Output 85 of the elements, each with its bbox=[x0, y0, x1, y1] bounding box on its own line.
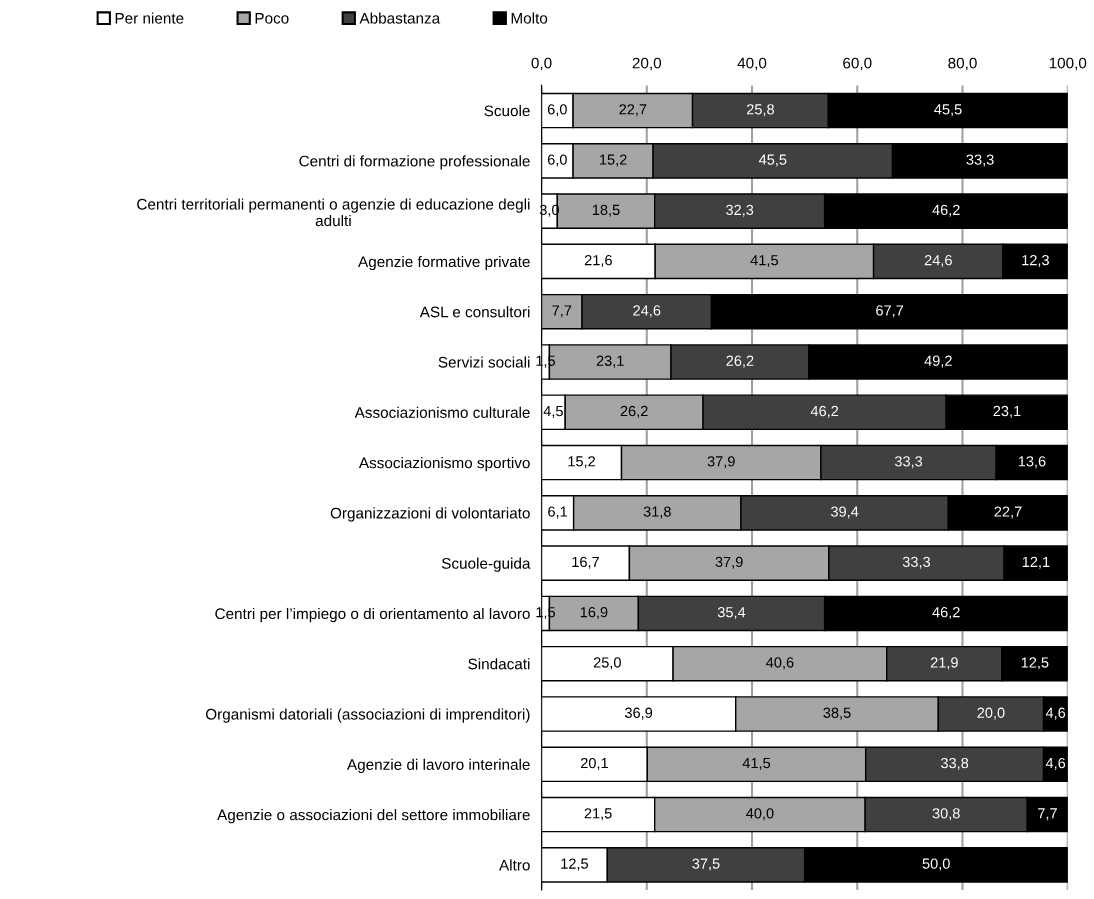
data-label: 20,1 bbox=[580, 757, 608, 770]
data-label: 23,1 bbox=[596, 355, 624, 368]
y-tick-label: Organismi datoriali (associazioni di imprenditori) bbox=[205, 708, 530, 723]
data-label: 6,1 bbox=[548, 506, 568, 519]
data-label: 22,7 bbox=[994, 506, 1022, 519]
data-label: 4,6 bbox=[1045, 707, 1066, 720]
data-label: 33,3 bbox=[902, 556, 931, 569]
data-label: 18,5 bbox=[592, 204, 620, 217]
y-tick-label: Associazionismo sportivo bbox=[358, 457, 530, 472]
data-label: 13,6 bbox=[1018, 456, 1046, 469]
data-label: 20,0 bbox=[977, 707, 1005, 720]
legend-label: Poco bbox=[255, 13, 289, 24]
data-label: 12,5 bbox=[561, 858, 588, 871]
data-label: 7,7 bbox=[552, 305, 572, 318]
x-tick-label: 20,0 bbox=[632, 57, 662, 71]
data-label: 33,3 bbox=[966, 154, 994, 167]
data-label: 24,6 bbox=[633, 305, 661, 318]
data-label: 49,2 bbox=[924, 355, 952, 368]
data-label: 16,7 bbox=[572, 556, 599, 569]
data-label: 12,5 bbox=[1021, 657, 1049, 670]
data-label: 15,2 bbox=[568, 456, 595, 469]
data-label: 4,5 bbox=[543, 406, 563, 418]
data-label: 23,1 bbox=[993, 405, 1021, 418]
x-tick-label: 60,0 bbox=[843, 57, 872, 71]
y-tick-label: Associazionismo culturale bbox=[354, 406, 530, 418]
data-label: 22,7 bbox=[619, 104, 647, 117]
data-label: 12,3 bbox=[1022, 255, 1049, 268]
x-tick-label: 100,0 bbox=[1049, 57, 1087, 71]
data-label: 38,5 bbox=[823, 707, 851, 720]
data-label: 37,5 bbox=[692, 858, 720, 871]
data-label: 12,1 bbox=[1022, 556, 1050, 569]
data-label: 6,0 bbox=[547, 154, 567, 167]
data-label: 26,2 bbox=[620, 405, 648, 418]
data-label: 21,9 bbox=[930, 657, 958, 670]
x-tick-label: 80,0 bbox=[948, 57, 977, 71]
data-label: 26,2 bbox=[726, 355, 754, 368]
data-label: 40,0 bbox=[746, 808, 774, 821]
y-tick-label: Scuole bbox=[484, 105, 530, 117]
data-label: 41,5 bbox=[742, 758, 771, 770]
data-label: 37,9 bbox=[707, 456, 735, 469]
data-label: 35,4 bbox=[717, 607, 746, 620]
data-label: 7,7 bbox=[1038, 808, 1057, 821]
data-label: 46,2 bbox=[932, 204, 960, 217]
data-label: 21,5 bbox=[584, 808, 612, 821]
data-label: 45,5 bbox=[934, 104, 962, 117]
legend-label: Per niente bbox=[115, 12, 184, 24]
data-label: 4,6 bbox=[1045, 757, 1066, 770]
data-label: 40,6 bbox=[766, 657, 794, 670]
data-label: 31,8 bbox=[643, 506, 671, 519]
data-label: 46,2 bbox=[932, 607, 960, 620]
legend-label: Abbastanza bbox=[359, 12, 441, 24]
data-label: 30,8 bbox=[932, 808, 960, 821]
y-tick-label: Scuole-guida bbox=[441, 557, 531, 572]
y-tick-label: Sindacati bbox=[468, 658, 530, 670]
data-label: 25,0 bbox=[593, 657, 621, 670]
y-tick-label: Agenzie di lavoro interinale bbox=[347, 758, 530, 773]
y-tick-label: Altro bbox=[499, 859, 530, 871]
data-label: 37,9 bbox=[715, 556, 743, 569]
y-tick-label: Organizzazioni di volontariato bbox=[330, 507, 530, 522]
data-label: 25,8 bbox=[746, 104, 774, 117]
x-tick-label: 0,0 bbox=[531, 57, 552, 71]
data-label: 21,6 bbox=[584, 255, 612, 268]
data-label: 39,4 bbox=[830, 506, 859, 519]
data-label: 46,2 bbox=[810, 405, 839, 418]
data-label: 24,6 bbox=[924, 255, 952, 268]
y-tick-label: Agenzie o associazioni del settore immobiliare bbox=[217, 809, 530, 824]
data-label: 45,5 bbox=[758, 154, 787, 167]
y-tick-label: Centri per l’impiego o di orientamento al lavoro bbox=[215, 607, 530, 623]
y-tick-label: Servizi sociali bbox=[438, 356, 530, 368]
y-tick-label: Centri di formazione professionale bbox=[299, 155, 530, 170]
legend-label: Molto bbox=[511, 12, 548, 24]
data-label: 32,3 bbox=[726, 204, 754, 217]
data-label: 6,0 bbox=[547, 104, 567, 117]
data-label: 33,8 bbox=[940, 757, 969, 770]
data-label: 33,3 bbox=[894, 456, 923, 469]
data-label: 36,9 bbox=[624, 707, 653, 720]
data-label: 41,5 bbox=[750, 255, 778, 268]
data-label: 50,0 bbox=[922, 858, 950, 871]
x-tick-label: 40,0 bbox=[737, 57, 767, 71]
data-label: 15,2 bbox=[600, 154, 627, 167]
y-tick-label: ASL e consultori bbox=[419, 306, 530, 318]
y-tick-label: Centri territoriali permanenti o agenzie di educazione degli adulti bbox=[137, 198, 530, 227]
y-tick-label: Agenzie formative private bbox=[358, 255, 530, 271]
data-label: 16,9 bbox=[580, 607, 608, 620]
data-label: 67,7 bbox=[876, 305, 904, 318]
